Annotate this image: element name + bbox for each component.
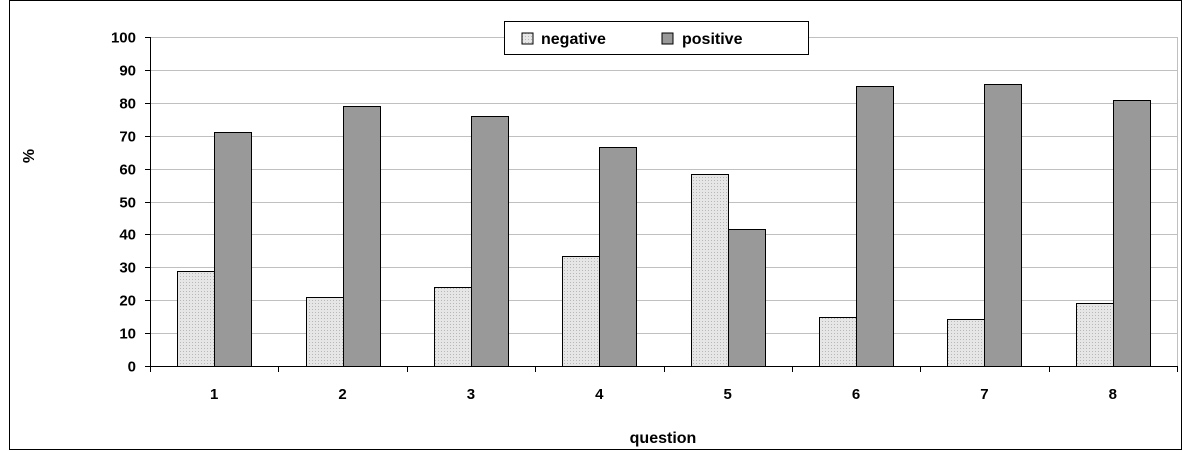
y-axis-title: % xyxy=(21,149,38,163)
y-tick-label: 70 xyxy=(119,129,136,146)
legend-swatch-positive xyxy=(661,32,674,45)
bar-positive-q6 xyxy=(856,86,894,367)
x-tick-label: 8 xyxy=(1109,386,1117,403)
x-tick-label: 3 xyxy=(467,386,475,403)
bar-positive-q3 xyxy=(471,116,509,367)
y-tick-label: 30 xyxy=(119,260,136,277)
bar-positive-q2 xyxy=(343,106,381,367)
legend: negative positive xyxy=(504,21,809,55)
x-tick-label: 1 xyxy=(210,386,218,403)
x-tick-label: 6 xyxy=(852,386,860,403)
y-tick-label: 0 xyxy=(128,359,136,376)
x-tick-label: 2 xyxy=(338,386,346,403)
y-tick-labels: 0 10 20 30 40 50 60 70 80 90 100 xyxy=(111,30,136,376)
y-tick-label: 10 xyxy=(119,326,136,343)
bar-positive-q1 xyxy=(214,132,252,367)
bar-positive-q5 xyxy=(728,229,766,367)
legend-swatch-negative xyxy=(521,32,534,45)
bar-negative-q5 xyxy=(691,174,729,367)
bar-positive-q7 xyxy=(984,84,1022,367)
axes xyxy=(145,37,1178,372)
y-tick-label: 50 xyxy=(119,195,136,212)
x-tick-label: 5 xyxy=(724,386,732,403)
legend-label-negative: negative xyxy=(541,31,606,48)
bar-positive-q4 xyxy=(599,147,637,367)
x-tick-label: 4 xyxy=(595,386,604,403)
legend-label-positive: positive xyxy=(682,31,743,48)
y-tick-label: 20 xyxy=(119,293,136,310)
bar-negative-q2 xyxy=(306,297,344,367)
bars xyxy=(177,84,1151,367)
bar-negative-q8 xyxy=(1076,303,1114,367)
y-tick-label: 100 xyxy=(111,30,136,47)
x-tick-label: 7 xyxy=(980,386,988,403)
y-tick-label: 80 xyxy=(119,96,136,113)
bar-negative-q4 xyxy=(562,256,600,367)
y-tick-label: 60 xyxy=(119,162,136,179)
bar-negative-q3 xyxy=(434,287,472,367)
y-tick-label: 40 xyxy=(119,227,136,244)
bar-negative-q6 xyxy=(819,317,857,367)
bar-positive-q8 xyxy=(1113,100,1151,367)
x-axis-title: question xyxy=(630,430,697,447)
legend-box xyxy=(504,21,809,55)
bar-negative-q1 xyxy=(177,271,215,367)
bar-negative-q7 xyxy=(947,319,985,367)
x-tick-labels: 1 2 3 4 5 6 7 8 xyxy=(210,386,1117,403)
y-tick-label: 90 xyxy=(119,63,136,80)
